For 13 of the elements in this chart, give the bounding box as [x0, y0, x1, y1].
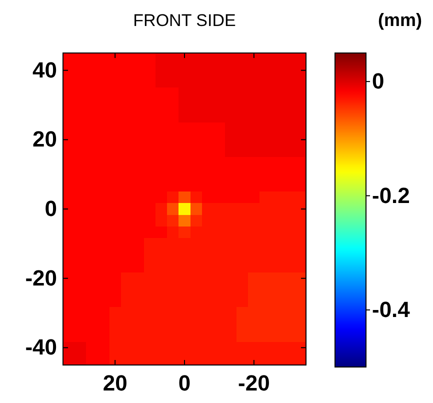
y-tick-label: 0 [44, 196, 57, 222]
color-bar-label: 0 [372, 68, 384, 94]
y-tick-label: -40 [25, 334, 57, 360]
color-bar-title: (mm) [378, 10, 422, 30]
y-tick-label: 20 [32, 126, 57, 152]
chart-title: FRONT SIDE [133, 11, 236, 30]
x-tick-label: -20 [238, 370, 270, 396]
color-bar-label: -0.2 [372, 182, 410, 208]
color-bar-label: -0.4 [372, 296, 411, 322]
y-tick-label: 40 [32, 57, 57, 82]
x-tick-label: 20 [102, 370, 128, 396]
x-tick-label: 0 [178, 370, 191, 396]
y-tick-label: -20 [25, 265, 57, 290]
